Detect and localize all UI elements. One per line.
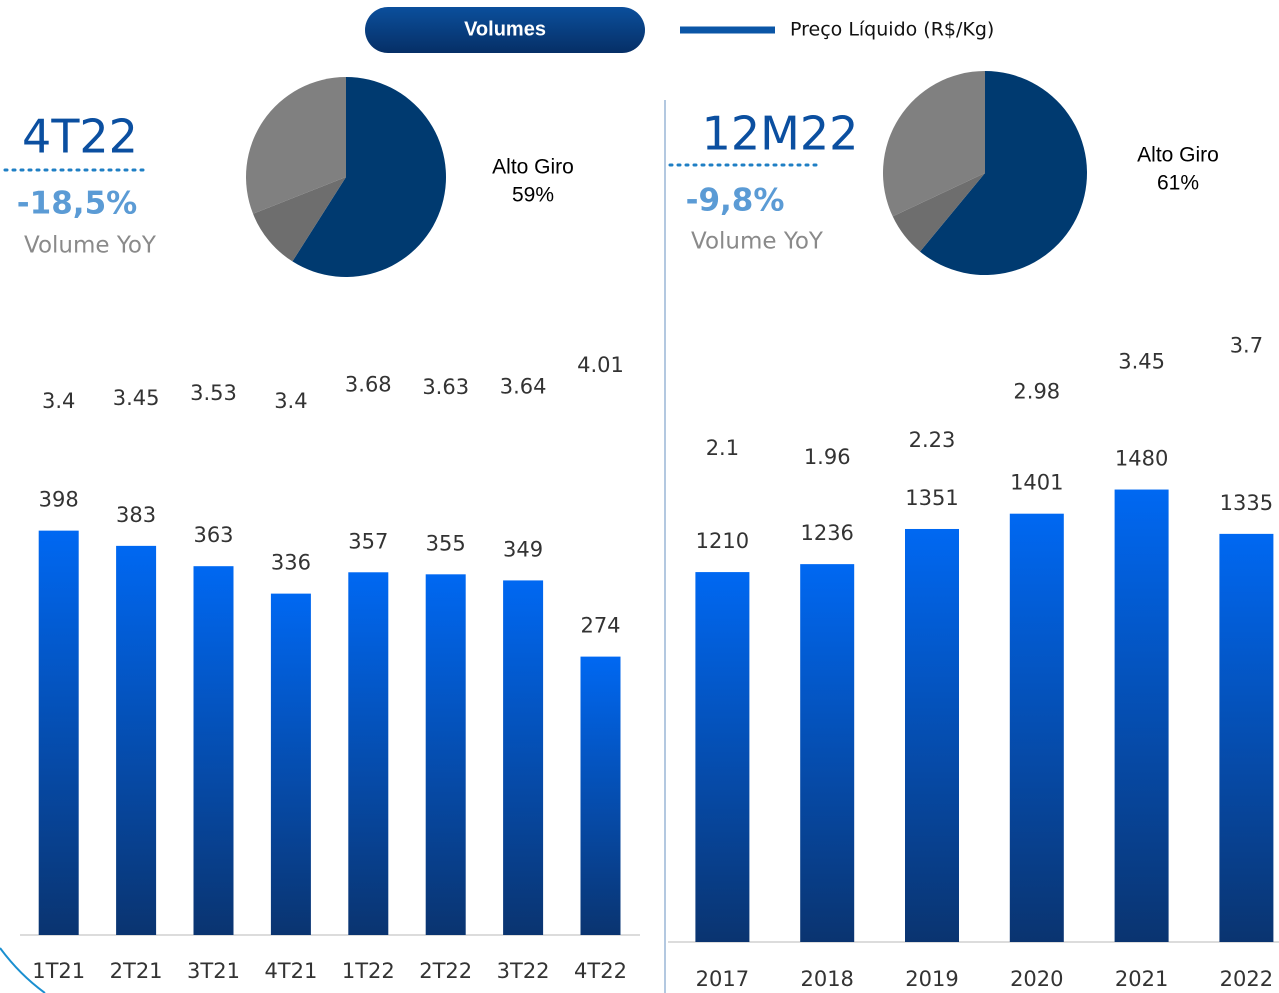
x-tick-label: 2T21 [110,959,163,983]
bar [1219,533,1274,942]
bar-value-label: 357 [348,529,388,553]
bar-value-label: 1335 [1220,491,1273,515]
bar [800,564,855,942]
line-value-label: 3.53 [190,381,237,405]
bar [425,574,466,935]
line-value-label: 3.7 [1230,333,1263,357]
bar [695,572,750,942]
x-tick-label: 4T21 [264,959,317,983]
pie-slice [892,173,985,252]
line-value-label: 3.63 [422,375,469,399]
period-title: 4T22 [22,110,138,164]
x-tick-label: 2018 [800,967,853,991]
bar-value-label: 1210 [696,529,749,553]
decoration [0,947,46,993]
legend: Volumes Preço Líquido (R$/Kg) [365,7,994,53]
bar-value-label: 383 [116,503,156,527]
yoy-label: Volume YoY [691,229,824,255]
pie-slice [245,77,346,214]
pie-value-label: 61% [1157,172,1199,195]
bar-value-label: 1401 [1010,471,1063,495]
bar-value-label: 1236 [800,521,853,545]
pie-value-label: 59% [512,184,554,207]
x-tick-label: 2021 [1115,967,1168,991]
x-tick-label: 2T22 [419,959,472,983]
period-title: 12M22 [702,107,859,161]
x-tick-label: 2019 [905,967,958,991]
bar-value-label: 1480 [1115,447,1168,471]
x-tick-label: 3T21 [187,959,240,983]
legend-label: Preço Líquido (R$/Kg) [790,19,994,41]
bar [116,545,157,935]
pie-slice [919,71,1087,275]
bar-value-label: 349 [503,537,543,561]
bar [348,572,389,935]
yoy-change: -9,8% [686,183,785,219]
bar [580,656,621,935]
bar-value-label: 398 [39,488,79,512]
pie-label: Alto Giro [492,156,574,179]
x-tick-label: 2022 [1220,967,1273,991]
line-value-label: 2.98 [1013,380,1060,404]
bar [905,528,959,942]
pie-slice [253,177,346,262]
bar [193,566,234,935]
bar [503,580,544,935]
pie-slice [292,77,447,278]
bar-value-label: 355 [426,531,466,555]
line-value-label: 3.45 [113,386,160,410]
x-tick-label: 1T21 [32,959,85,983]
line-value-label: 3.68 [345,372,392,396]
line-value-label: 1.96 [804,445,851,469]
line-value-label: 3.4 [42,389,75,413]
bar-value-label: 1351 [905,486,958,510]
x-tick-label: 2020 [1010,967,1063,991]
x-tick-label: 4T22 [574,959,627,983]
line-value-label: 3.45 [1118,350,1165,374]
bar-value-label: 363 [193,523,233,547]
x-tick-label: 1T22 [342,959,395,983]
x-tick-label: 2017 [696,967,749,991]
legend-label: Volumes [464,18,546,40]
bar-value-label: 274 [580,614,620,638]
bar-value-label: 336 [271,551,311,575]
bar [38,530,79,935]
bar [270,593,311,935]
yoy-change: -18,5% [17,186,137,222]
legend-swatch [365,7,645,53]
x-tick-label: 3T22 [497,959,550,983]
line-value-label: 2.23 [909,428,956,452]
line-value-label: 3.4 [274,389,307,413]
line-value-label: 3.64 [500,375,547,399]
pie-label: Alto Giro [1137,144,1219,167]
yoy-label: Volume YoY [24,233,157,259]
bar [1114,489,1169,942]
pie-slice [883,71,985,217]
line-value-label: 2.1 [706,436,739,460]
bar [1009,513,1064,942]
line-value-label: 4.01 [577,353,624,377]
